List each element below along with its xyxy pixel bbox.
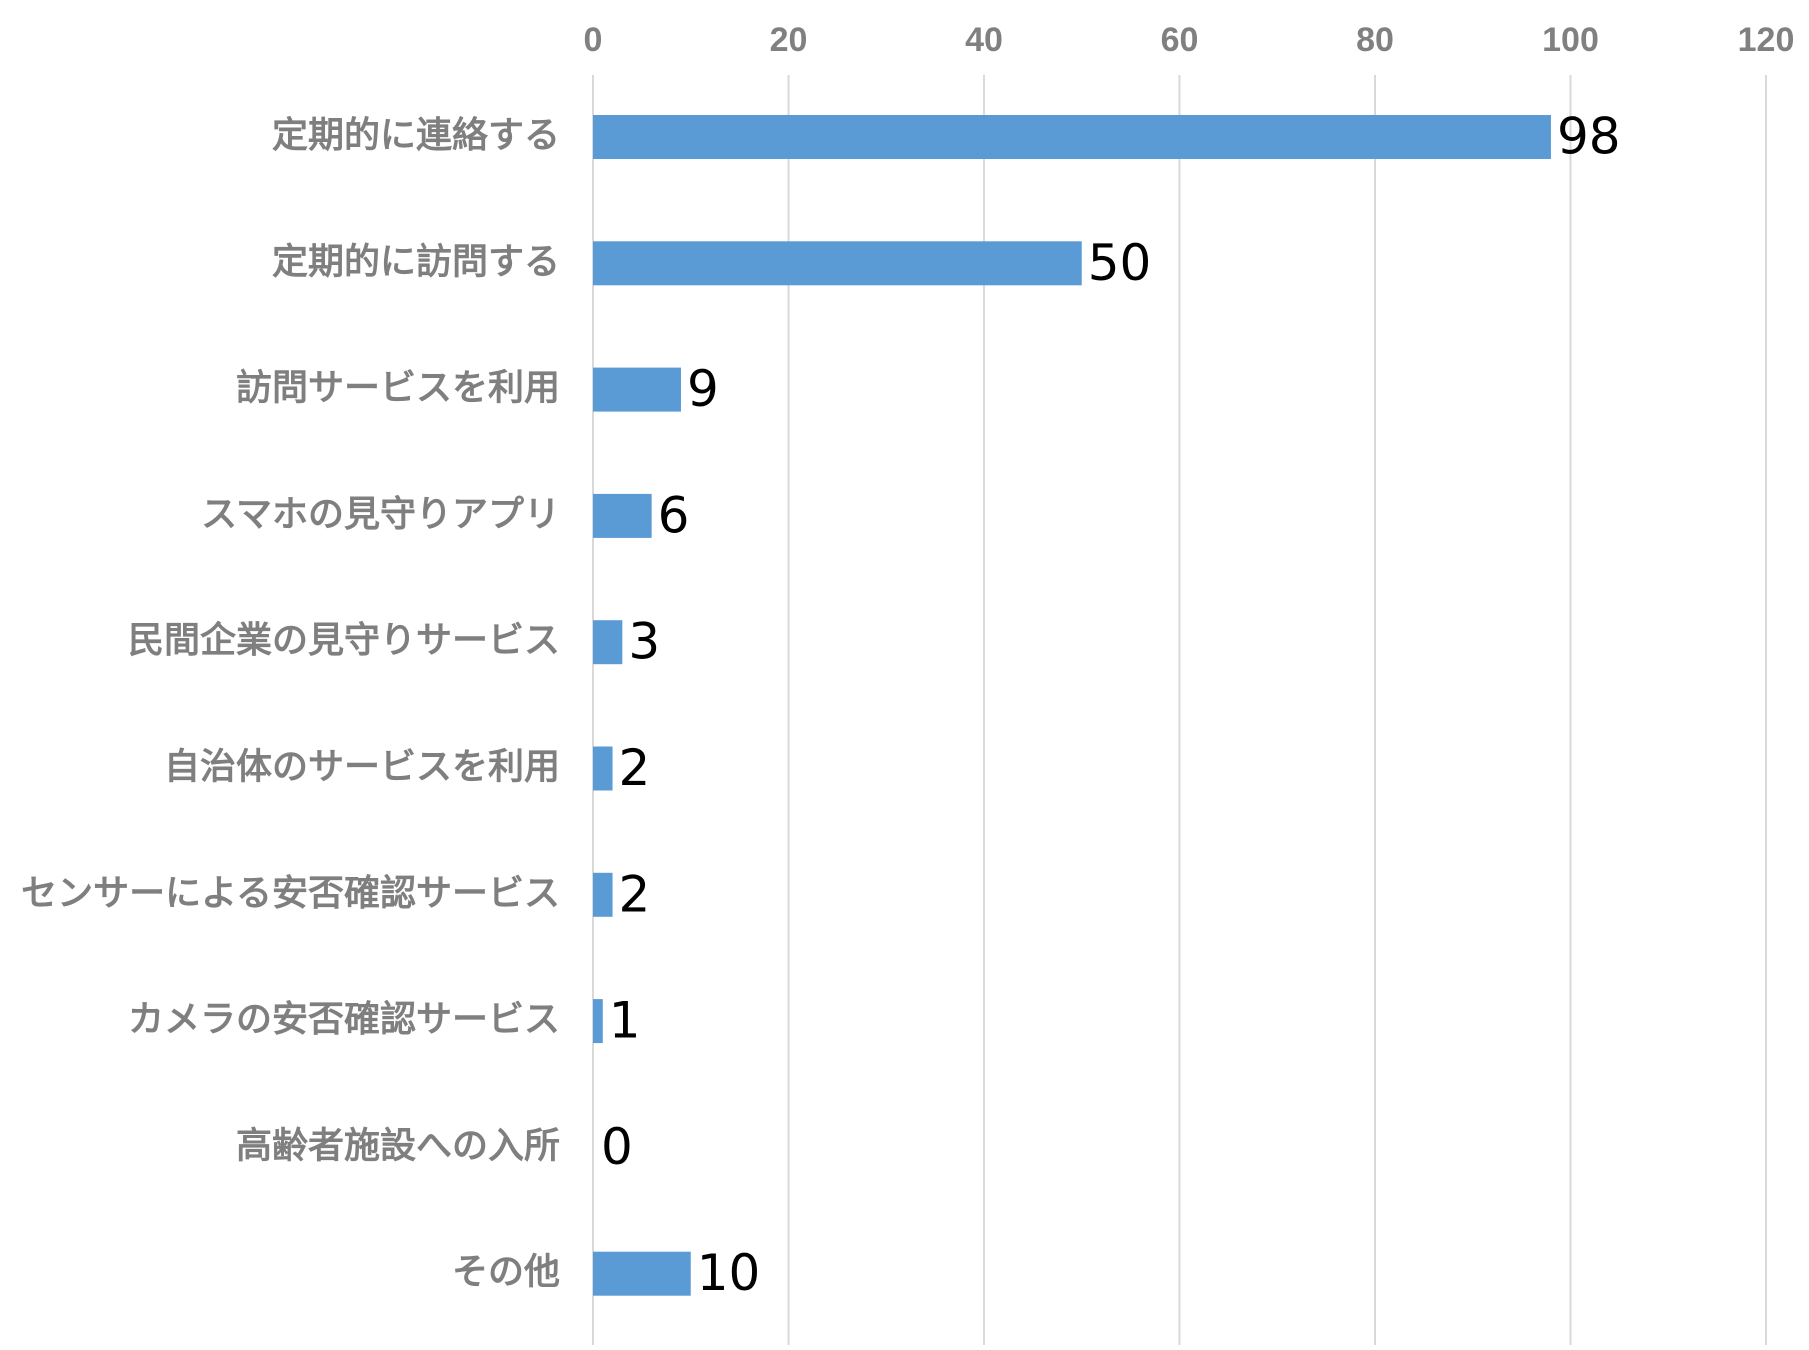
bar [593,999,603,1044]
category-label: 定期的に連絡する [272,115,560,156]
bar [593,493,652,538]
category-label: 高齢者施設への入所 [236,1125,560,1166]
data-label: 3 [628,613,660,671]
data-label: 2 [619,739,651,797]
data-label: 10 [697,1244,761,1302]
bars [593,115,1551,1296]
category-label: 定期的に訪問する [272,241,560,282]
bar [593,241,1082,286]
x-tick-label: 60 [1161,21,1199,59]
bar [593,872,613,917]
data-label: 9 [687,360,719,418]
data-label: 98 [1557,108,1621,166]
bar [593,1251,691,1296]
x-tick-label: 120 [1738,21,1795,59]
category-labels: 定期的に連絡する定期的に訪問する訪問サービスを利用スマホの見守りアプリ民間企業の… [21,115,560,1293]
data-label: 1 [609,992,641,1050]
data-label: 0 [601,1118,633,1176]
x-tick-label: 40 [965,21,1003,59]
category-label: スマホの見守りアプリ [201,494,560,535]
bar [593,620,623,665]
category-label: 自治体のサービスを利用 [164,747,560,788]
data-label: 50 [1088,234,1152,292]
gridlines [592,75,1767,1345]
category-label: その他 [452,1252,560,1293]
bar [593,746,613,791]
data-label: 6 [658,486,690,544]
category-label: カメラの安否確認サービス [128,999,560,1040]
data-label: 2 [619,865,651,923]
x-tick-label: 80 [1356,21,1394,59]
x-tick-label: 0 [584,21,603,59]
x-tick-label: 100 [1542,21,1599,59]
x-tick-label: 20 [770,21,808,59]
category-label: 民間企業の見守りサービス [128,619,560,661]
category-label: 訪問サービスを利用 [236,368,560,409]
category-label: センサーによる安否確認サービス [21,873,560,914]
bar [593,115,1551,159]
x-axis-ticks: 0 20 40 60 80 100 120 [584,21,1795,59]
bar [593,367,681,412]
